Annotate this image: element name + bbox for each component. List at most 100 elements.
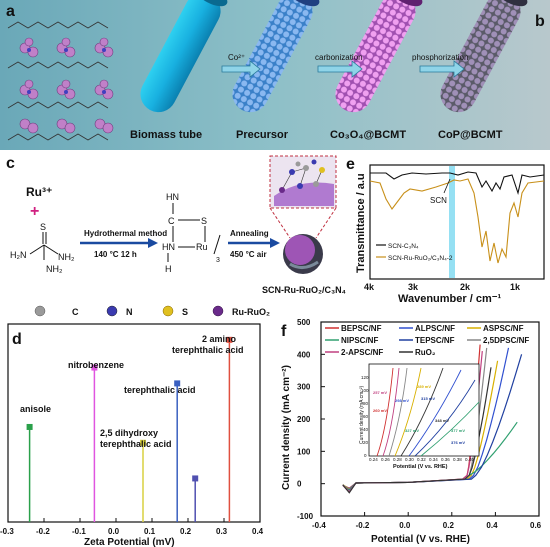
- svg-text:1k: 1k: [510, 282, 521, 292]
- d-scn-highlight: [449, 166, 455, 278]
- d-series-scn-c3n4: [370, 171, 545, 196]
- panel-c: c Ru³⁺ + S NH₂ H₂N NH₂ Hydrothermal meth…: [6, 155, 346, 295]
- svg-text:348 mV: 348 mV: [435, 418, 449, 423]
- svg-text:0: 0: [364, 453, 367, 458]
- arrow-hydrothermal: Hydrothermal method 140 °C 12 h: [80, 229, 167, 259]
- svg-text:2k: 2k: [460, 282, 471, 292]
- f-curves: [342, 344, 523, 494]
- svg-text:260 mV: 260 mV: [373, 408, 387, 413]
- e-stem-marker-5: [226, 336, 233, 343]
- svg-text:NH₂: NH₂: [58, 252, 75, 262]
- svg-text:80: 80: [363, 401, 369, 406]
- f-ytick-2: 100: [297, 447, 311, 456]
- atom-legend: C N S Ru-RuO₂: [0, 302, 290, 320]
- f-ytick-3: 200: [297, 415, 311, 424]
- e-annot-amino-2: terephthalic acid: [172, 345, 244, 355]
- svg-text:C: C: [72, 307, 79, 317]
- biomass-tube: [140, 0, 228, 113]
- f-xtick-4: 0.4: [486, 521, 498, 530]
- svg-text:377 mV: 377 mV: [451, 428, 465, 433]
- panel-letter-f: f: [281, 323, 287, 340]
- svg-text:0.40: 0.40: [465, 457, 474, 462]
- svg-text:Ru-RuO₂: Ru-RuO₂: [232, 307, 270, 317]
- e-stem-marker-0: [26, 423, 33, 430]
- co3o4-tube: [335, 0, 423, 113]
- d-xticks: 4k 3k 2k 1k: [364, 282, 521, 292]
- svg-text:ASPSC/NF: ASPSC/NF: [483, 324, 524, 333]
- arrow-phosphorization: phosphorization: [412, 53, 468, 78]
- svg-text:Ru: Ru: [196, 242, 208, 252]
- d-xlabel: Wavenumber / cm⁻¹: [398, 293, 502, 303]
- f-ytick-1: 0: [297, 480, 302, 489]
- f-xtick-2: 0.0: [399, 521, 411, 530]
- e-annot-dihydroxy-2: terephthalic acid: [100, 439, 172, 449]
- e-stems: [26, 336, 233, 522]
- cop-tube: [440, 0, 528, 113]
- svg-text:TEPSC/NF: TEPSC/NF: [415, 336, 455, 345]
- f-xtick-0: -0.4: [312, 521, 326, 530]
- e-stem-marker-4: [192, 475, 199, 482]
- ru-ion-label: Ru³⁺: [26, 185, 52, 199]
- e-tick-0: -0.3: [0, 527, 14, 536]
- svg-text:S: S: [201, 216, 207, 226]
- f-ytick-6: 500: [297, 318, 311, 327]
- svg-text:327 mV: 327 mV: [405, 428, 419, 433]
- f-inset-labels: 257 mV 260 mV 289 mV 298 mV 315 mV 327 m…: [373, 384, 465, 445]
- e-tick-3: 0.0: [108, 527, 120, 536]
- e-annot-anisole: anisole: [20, 404, 51, 414]
- svg-text:N: N: [126, 307, 133, 317]
- f-ylabel: Current density (mA cm⁻²): [281, 365, 292, 490]
- svg-text:RuO₂: RuO₂: [415, 348, 436, 357]
- label-cop: CoP@BCMT: [438, 129, 503, 141]
- f-inset-curves: [376, 367, 480, 457]
- svg-text:0.26: 0.26: [381, 457, 390, 462]
- d-legend-2: SCN-Ru-RuO₂/C₃N₄-2: [388, 255, 453, 262]
- panel-letter-d: e: [346, 156, 355, 173]
- step2-name: Annealing: [230, 229, 269, 238]
- svg-text:315 mV: 315 mV: [421, 396, 435, 401]
- d-legend: SCN-C₃N₄ SCN-Ru-RuO₂/C₃N₄-2: [376, 243, 453, 262]
- svg-text:289 mV: 289 mV: [417, 384, 431, 389]
- panel-d: e Transmittance / a.u SCN SCN-C₃N₄ SCN-R…: [346, 156, 545, 303]
- e-annot-terephthalic: terephthalic acid: [124, 385, 196, 395]
- legend-n: N: [106, 305, 133, 317]
- arrow-annealing: Annealing 450 °C air: [228, 229, 280, 259]
- f-inset-xticks: 0.24 0.26 0.28 0.30 0.32 0.34 0.36 0.38 …: [369, 457, 474, 462]
- svg-text:257 mV: 257 mV: [373, 390, 387, 395]
- svg-text:H₂N: H₂N: [10, 250, 27, 260]
- f-xtick-5: 0.6: [530, 521, 542, 530]
- e-xticks: -0.3 -0.2 -0.1 0.0 0.1 0.2 0.3 0.4: [0, 518, 264, 536]
- f-ytick-4: 300: [297, 383, 311, 392]
- svg-text:HN: HN: [162, 242, 175, 252]
- arrow-co: Co²⁺: [221, 53, 261, 78]
- svg-text:2,5DPSC/NF: 2,5DPSC/NF: [483, 336, 529, 345]
- f-yticks: -100 0 100 200 300 400 500: [297, 318, 325, 521]
- cobalt-clusters: [19, 37, 114, 134]
- e-plot-frame: [7, 323, 261, 523]
- f-inset: Current density (mA cm⁻²) 0 20 40 60 80 …: [359, 363, 480, 470]
- panel-letter-b: b: [535, 13, 545, 30]
- e-annot-amino-1: 2 amino: [202, 334, 237, 344]
- panel-e: d anisole nitrobenzene 2,5 dihydroxy ter…: [0, 323, 264, 547]
- e-xlabel: Zeta Potential (mV): [84, 537, 175, 547]
- arrow-carbonization: carbonization: [315, 53, 363, 78]
- d-legend-1: SCN-C₃N₄: [388, 243, 419, 250]
- f-inset-yticks: 0 20 40 60 80 100 120: [361, 375, 369, 458]
- svg-text:298 mV: 298 mV: [395, 398, 409, 403]
- svg-text:0.32: 0.32: [417, 457, 426, 462]
- svg-text:H: H: [165, 264, 172, 274]
- e-stem-marker-3: [174, 380, 181, 387]
- step1-name: Hydrothermal method: [84, 229, 167, 238]
- label-precursor: Precursor: [236, 129, 289, 141]
- svg-text:0.28: 0.28: [393, 457, 402, 462]
- product-illustration: [269, 155, 337, 274]
- d-series-scn-ru-ruo2: [369, 178, 545, 264]
- thiourea-structure: S NH₂ H₂N NH₂: [10, 222, 75, 274]
- f-ytick-5: 400: [297, 350, 311, 359]
- arrow-label-co: Co²⁺: [228, 53, 245, 62]
- f-ytick-0: -100: [297, 512, 314, 521]
- svg-text:S: S: [40, 222, 46, 232]
- f-xtick-1: -0.2: [356, 521, 370, 530]
- e-stem-marker-2: [140, 439, 146, 446]
- e-tick-1: -0.2: [36, 527, 50, 536]
